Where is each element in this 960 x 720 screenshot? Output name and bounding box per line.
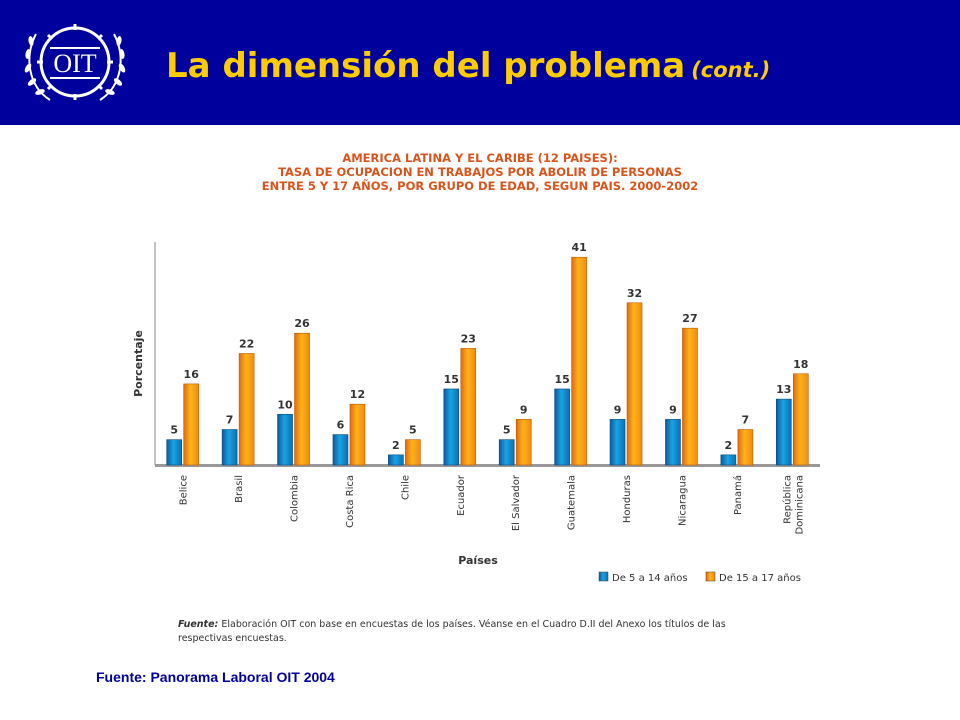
source-note: Fuente: Elaboración OIT con base en encu…	[178, 618, 778, 646]
bar-age-5-14-5	[443, 388, 460, 466]
slide-title: La dimensión del problema (cont.)	[166, 46, 770, 86]
logo-text: OIT	[53, 49, 96, 78]
bar-age-15-17-6	[515, 419, 532, 466]
data-label-age-15-17-9: 27	[682, 312, 697, 325]
data-label-age-15-17-7: 41	[571, 241, 586, 254]
slide-title-main: La dimensión del problema	[166, 46, 686, 86]
bar-age-5-14-1	[221, 429, 238, 466]
bar-age-5-14-4	[388, 454, 404, 466]
data-label-age-5-14-10: 2	[725, 439, 733, 452]
category-label-2: Colombia	[290, 475, 301, 522]
data-label-age-15-17-2: 26	[294, 317, 310, 330]
x-axis-line	[155, 464, 820, 467]
bar-age-15-17-11	[792, 373, 809, 466]
bar-age-5-14-6	[498, 439, 515, 466]
data-label-age-5-14-7: 15	[554, 373, 569, 386]
bar-age-5-14-7	[554, 388, 570, 466]
slide-title-suffix: (cont.)	[691, 58, 771, 82]
category-label-3: Costa Rica	[345, 475, 356, 528]
legend-label-0: De 5 a 14 años	[612, 573, 688, 584]
category-label-5: Ecuador	[456, 474, 467, 516]
bar-age-15-17-1	[238, 353, 255, 466]
category-label-8: Honduras	[622, 475, 633, 523]
data-label-age-5-14-3: 6	[337, 419, 345, 432]
data-label-age-15-17-3: 12	[350, 388, 365, 401]
data-label-age-5-14-9: 9	[669, 403, 677, 416]
data-label-age-15-17-8: 32	[627, 287, 642, 300]
y-axis-label: Porcentaje	[132, 330, 145, 397]
legend-swatch-0	[598, 571, 609, 582]
footer-source: Fuente: Panorama Laboral OIT 2004	[96, 669, 335, 685]
bar-age-15-17-2	[294, 332, 310, 466]
category-label-7: Guatemala	[567, 475, 578, 530]
source-note-text: Elaboración OIT con base en encuestas de…	[178, 619, 726, 644]
data-label-age-5-14-5: 15	[444, 373, 459, 386]
data-label-age-5-14-11: 13	[776, 383, 791, 396]
bar-age-5-14-2	[277, 414, 293, 466]
data-label-age-5-14-4: 2	[392, 439, 400, 452]
source-note-label: Fuente:	[178, 619, 219, 630]
bar-age-15-17-3	[349, 403, 366, 466]
bar-age-15-17-4	[405, 439, 421, 466]
bar-age-15-17-10	[737, 429, 754, 466]
bar-age-15-17-8	[626, 302, 643, 466]
category-label-10: Panamá	[732, 475, 744, 515]
bar-age-15-17-5	[460, 348, 477, 466]
bar-age-5-14-3	[332, 434, 349, 466]
bar-age-5-14-8	[609, 419, 626, 466]
data-label-age-15-17-1: 22	[239, 338, 254, 351]
data-label-age-15-17-11: 18	[793, 358, 808, 371]
chart-title-line-3: ENTRE 5 Y 17 AÑOS, POR GRUPO DE EDAD, SE…	[261, 179, 699, 193]
data-label-age-15-17-10: 7	[742, 414, 750, 427]
bar-age-5-14-0	[166, 439, 183, 466]
category-label-6: El Salvador	[511, 474, 522, 531]
data-label-age-15-17-0: 16	[184, 368, 200, 381]
legend-label-1: De 15 a 17 años	[719, 573, 801, 584]
data-label-age-15-17-6: 9	[520, 403, 528, 416]
chart-title: AMERICA LATINA Y EL CARIBE (12 PAISES): …	[200, 151, 760, 193]
oit-logo: OIT	[24, 24, 126, 101]
bar-chart: Porcentaje516Belice722Brasil1026Colombia…	[132, 241, 820, 584]
bar-age-5-14-11	[775, 398, 792, 466]
bar-age-15-17-0	[183, 383, 200, 466]
data-label-age-5-14-0: 5	[170, 424, 178, 437]
data-label-age-5-14-8: 9	[614, 403, 622, 416]
legend-swatch-1	[705, 571, 716, 582]
category-label-1: Brasil	[234, 475, 245, 503]
data-label-age-15-17-4: 5	[409, 424, 417, 437]
data-label-age-5-14-1: 7	[226, 414, 234, 427]
bar-age-15-17-9	[682, 327, 698, 466]
data-label-age-5-14-6: 5	[503, 424, 511, 437]
category-label-4: Chile	[400, 475, 411, 500]
category-label-0: Belice	[179, 475, 190, 505]
x-axis-label: Países	[458, 554, 498, 567]
data-label-age-5-14-2: 10	[277, 398, 293, 411]
bar-age-5-14-9	[665, 419, 681, 466]
data-label-age-15-17-5: 23	[461, 332, 476, 345]
category-label-9: Nicaragua	[677, 475, 688, 526]
category-label-11: RepúblicaDominicana	[781, 475, 805, 535]
chart-title-line-2: TASA DE OCUPACION EN TRABAJOS POR ABOLIR…	[278, 165, 682, 179]
bar-age-15-17-7	[571, 256, 587, 466]
header-bar: OIT La dimensión del problema (cont.)	[0, 0, 960, 125]
bar-age-5-14-10	[720, 454, 737, 466]
chart-title-line-1: AMERICA LATINA Y EL CARIBE (12 PAISES):	[342, 151, 618, 165]
